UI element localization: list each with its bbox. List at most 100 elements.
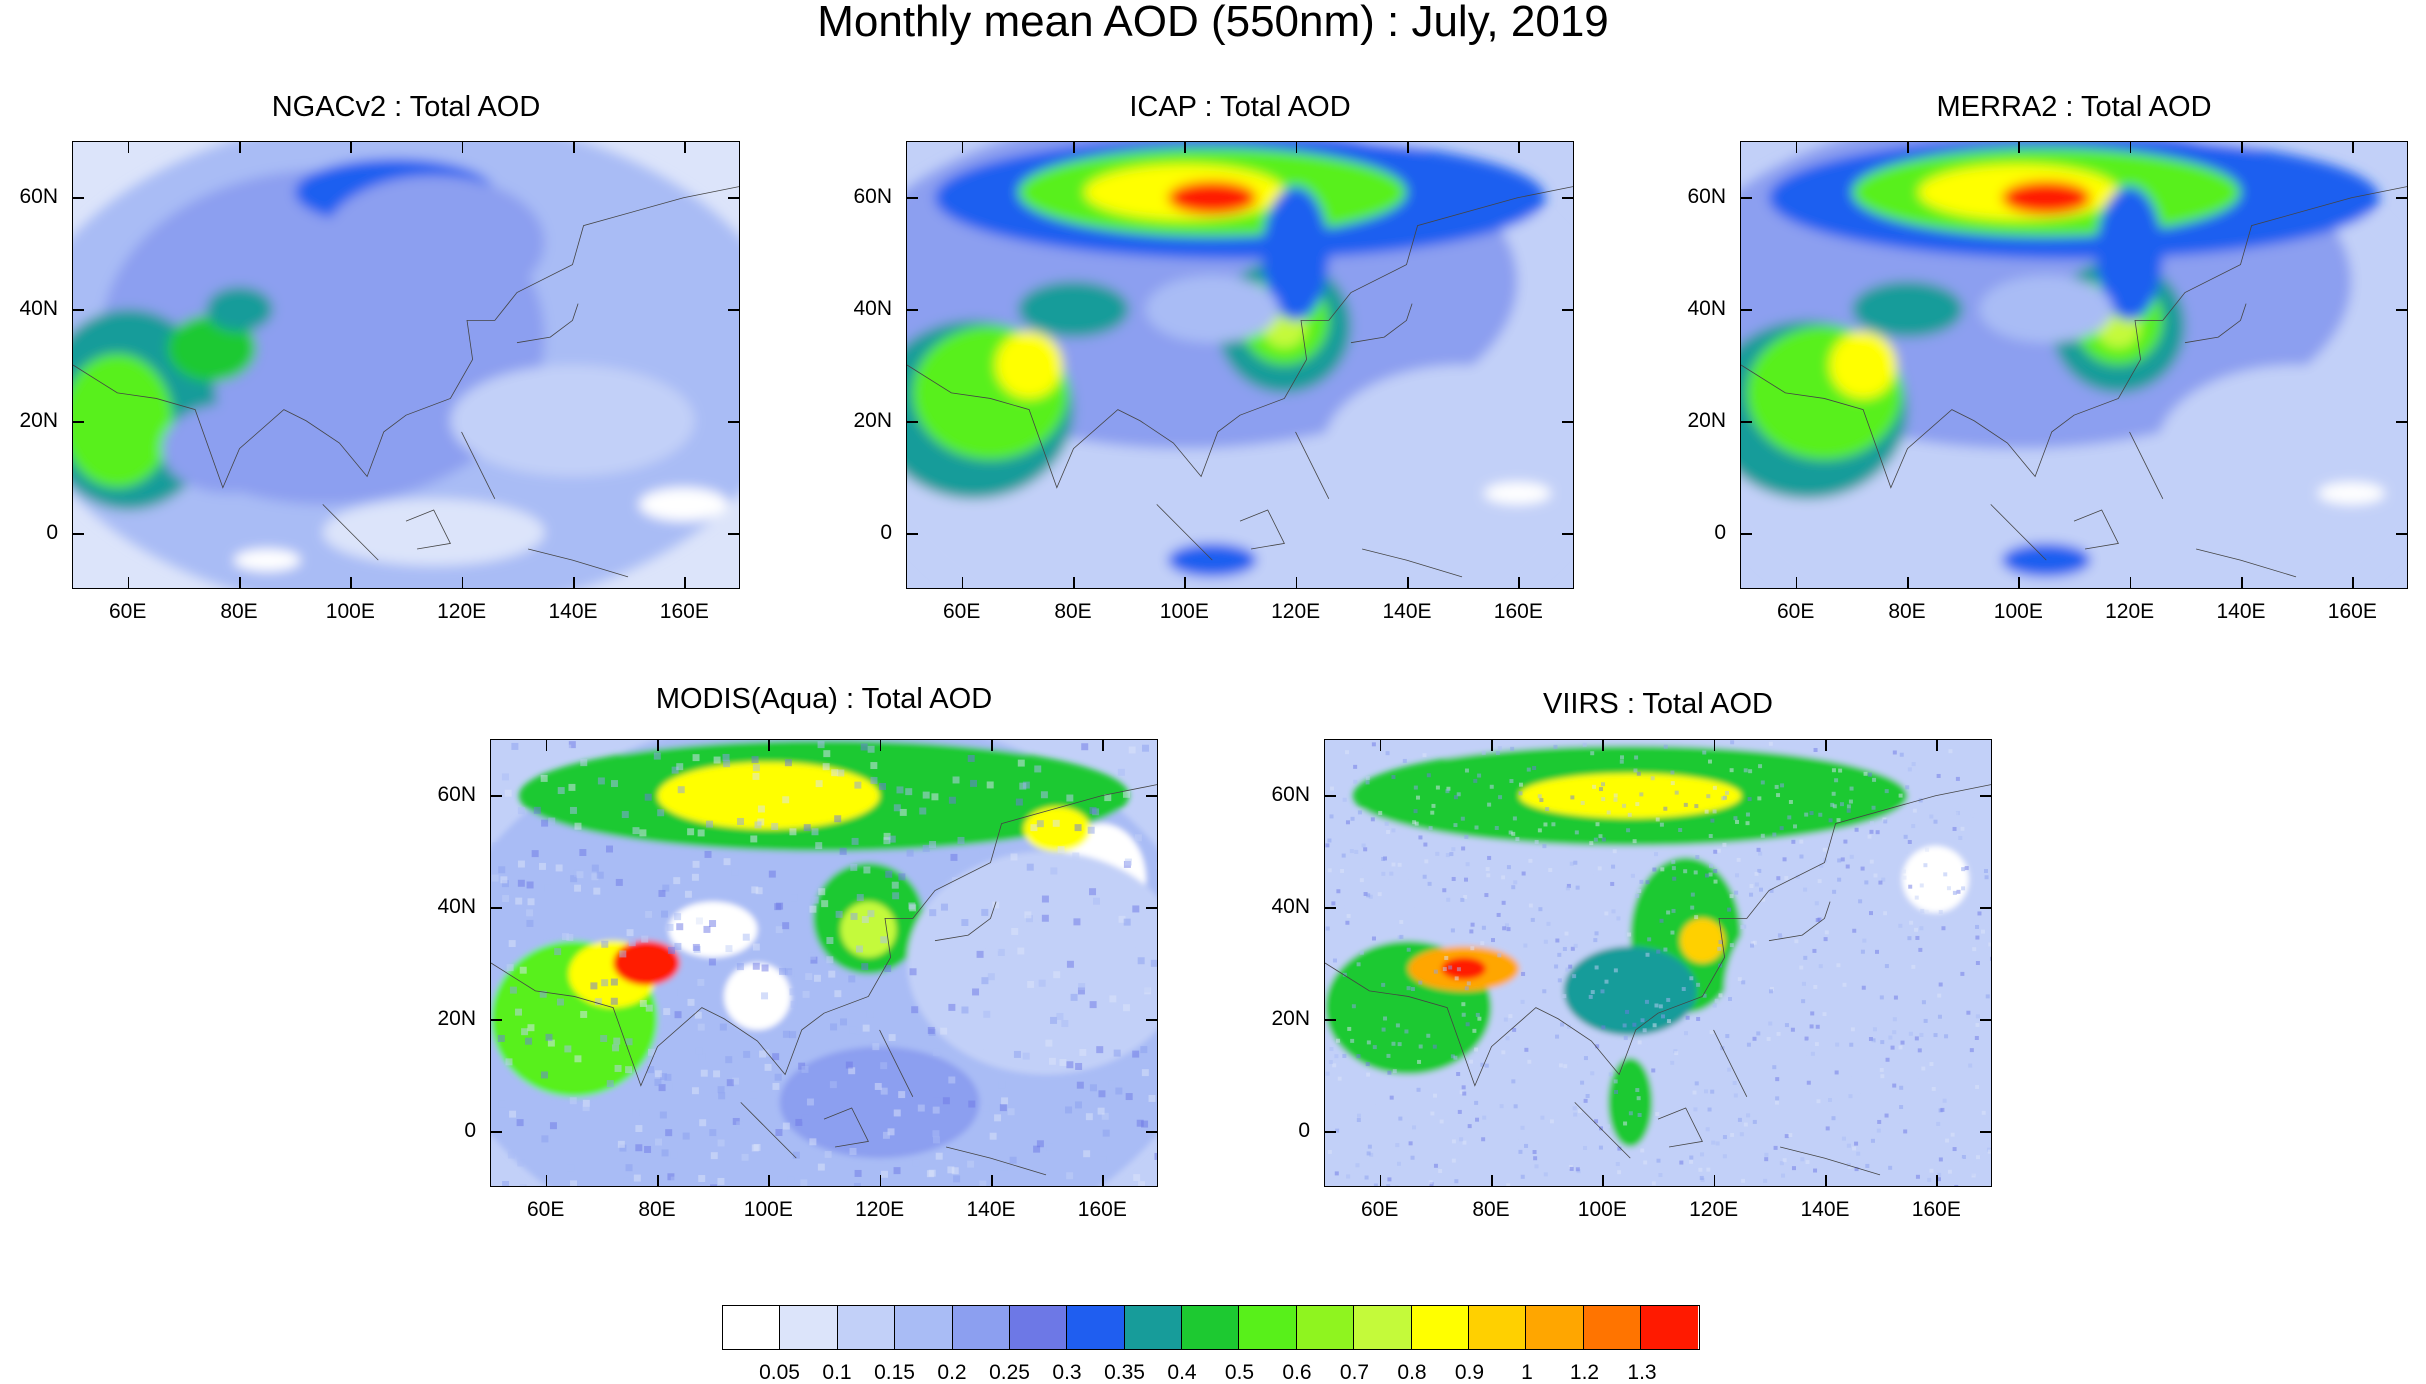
- aod-pixel: [1362, 864, 1367, 869]
- colorbar-label: 1: [1521, 1361, 1533, 1384]
- island-outline: [823, 1107, 869, 1148]
- aod-pixel: [1630, 873, 1635, 878]
- colorbar-swatch: [1411, 1306, 1469, 1349]
- lat-tick: [1740, 533, 1752, 535]
- lon-tick: [961, 577, 964, 589]
- aod-pixel: [1566, 883, 1571, 888]
- aod-pixel: [1073, 918, 1081, 926]
- aod-pixel: [1097, 1107, 1105, 1115]
- aod-pixel: [1636, 771, 1641, 776]
- lat-tick: [728, 421, 740, 423]
- aod-pixel: [1497, 953, 1502, 958]
- aod-pixel: [1381, 1027, 1386, 1032]
- aod-pixel: [1141, 1120, 1149, 1128]
- aod-pixel: [539, 990, 547, 998]
- aod-pixel: [1036, 820, 1044, 828]
- aod-pixel: [1960, 826, 1965, 831]
- aod-pixel: [1749, 884, 1754, 889]
- aod-pixel: [1040, 1056, 1048, 1064]
- aod-pixel: [1975, 1085, 1980, 1089]
- aod-pixel: [1872, 777, 1877, 782]
- aod-pixel: [1820, 991, 1825, 996]
- lat-label: 0: [1714, 521, 1726, 544]
- aod-pixel: [1417, 1059, 1422, 1064]
- aod-pixel: [1137, 957, 1145, 965]
- aod-pixel: [1613, 797, 1618, 802]
- aod-pixel: [1469, 1059, 1474, 1064]
- colorbar-label: 0.1: [822, 1361, 852, 1384]
- aod-pixel: [517, 807, 525, 815]
- aod-pixel: [726, 1079, 734, 1087]
- aod-pixel: [1722, 842, 1727, 847]
- aod-pixel: [1757, 868, 1762, 873]
- aod-pixel: [1604, 979, 1609, 984]
- lon-tick: [684, 577, 686, 589]
- aod-pixel: [1861, 985, 1866, 990]
- lat-tick: [1740, 197, 1752, 199]
- aod-pixel: [1945, 1138, 1950, 1143]
- aod-pixel: [1508, 830, 1513, 835]
- aod-pixel: [723, 760, 731, 768]
- aod-pixel: [498, 866, 506, 874]
- aod-pixel: [1933, 1033, 1938, 1038]
- aod-pixel: [1570, 795, 1575, 800]
- lon-tick: [1795, 577, 1798, 589]
- colorbar-swatch: [1009, 1306, 1068, 1349]
- aod-pixel: [1620, 755, 1624, 760]
- lon-tick: [1907, 141, 1909, 153]
- aod-pixel: [752, 962, 760, 970]
- aod-pixel: [665, 1129, 673, 1137]
- aod-pixel: [1472, 1028, 1477, 1033]
- aod-region-14: [1979, 275, 2113, 343]
- aod-pixel: [802, 990, 810, 998]
- aod-pixel: [1334, 1171, 1339, 1176]
- aod-pixel: [1506, 927, 1511, 932]
- aod-pixel: [1089, 1084, 1097, 1092]
- aod-pixel: [1771, 1161, 1776, 1166]
- aod-pixel: [1359, 878, 1364, 883]
- aod-pixel: [1776, 793, 1781, 798]
- island-outline: [1657, 1107, 1703, 1148]
- aod-pixel: [1759, 887, 1763, 892]
- aod-pixel: [1879, 995, 1884, 1000]
- aod-pixel: [784, 759, 792, 767]
- lat-tick: [2396, 197, 2408, 199]
- aod-pixel: [1592, 784, 1597, 789]
- aod-pixel: [1339, 886, 1344, 891]
- aod-pixel: [1426, 773, 1431, 778]
- aod-pixel: [1627, 932, 1632, 937]
- aod-pixel: [811, 896, 819, 904]
- lon-tick: [768, 739, 770, 751]
- aod-pixel: [527, 1024, 535, 1032]
- aod-region-9: [1852, 281, 1963, 338]
- aod-pixel: [1818, 964, 1823, 969]
- lon-label: 80E: [1888, 600, 1926, 623]
- aod-pixel: [1477, 1016, 1482, 1021]
- lat-label: 0: [464, 1119, 476, 1142]
- aod-pixel: [526, 909, 534, 917]
- aod-pixel: [1666, 997, 1671, 1002]
- aod-pixel: [1643, 1160, 1648, 1165]
- aod-pixel: [1807, 1039, 1812, 1044]
- aod-pixel: [1475, 1012, 1480, 1017]
- aod-pixel: [1717, 946, 1722, 951]
- lat-tick: [2396, 533, 2408, 535]
- aod-pixel: [1834, 1070, 1839, 1075]
- aod-pixel: [1870, 1122, 1875, 1127]
- aod-pixel: [547, 1039, 555, 1047]
- aod-pixel: [654, 1078, 662, 1086]
- aod-pixel: [1670, 770, 1675, 775]
- aod-pixel: [1408, 932, 1413, 937]
- aod-pixel: [511, 742, 519, 750]
- aod-pixel: [1852, 1146, 1857, 1151]
- island-outline: [1239, 509, 1285, 550]
- aod-pixel: [1898, 923, 1903, 928]
- aod-pixel: [979, 847, 987, 855]
- aod-region-5: [613, 940, 680, 986]
- aod-pixel: [1066, 794, 1074, 802]
- aod-pixel: [1937, 1172, 1942, 1177]
- aod-pixel: [737, 817, 745, 825]
- aod-pixel: [826, 956, 834, 964]
- aod-pixel: [500, 876, 508, 884]
- coastline: [73, 186, 739, 489]
